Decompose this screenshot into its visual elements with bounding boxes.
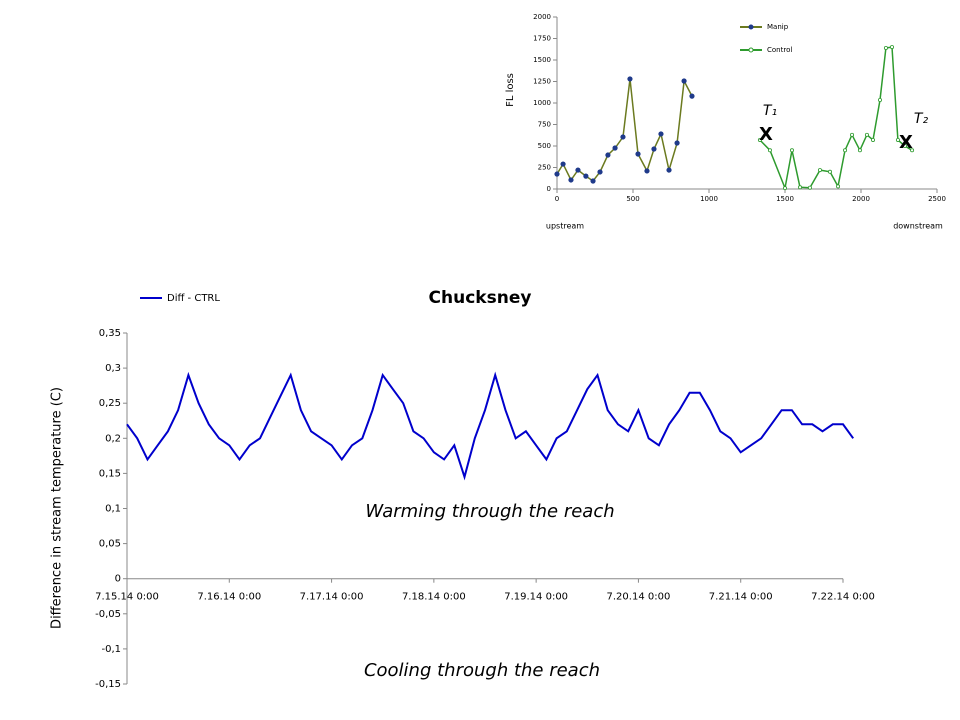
x-tick-label: 7.22.14 0:00 (811, 592, 875, 603)
legend-label: Manip (767, 23, 789, 31)
series-marker (674, 140, 680, 146)
x-tick-label: 7.19.14 0:00 (504, 592, 568, 603)
series-marker (850, 132, 855, 137)
x-tick-label: 7.15.14 0:00 (95, 592, 159, 603)
series-marker (757, 137, 762, 142)
y-tick-label: 0,05 (99, 539, 121, 550)
series-line (556, 78, 693, 183)
series-marker (783, 186, 788, 191)
series-marker (597, 169, 603, 175)
series-marker (910, 148, 915, 153)
y-tick-label: 750 (538, 121, 551, 129)
y-tick-label: 2000 (533, 13, 551, 21)
y-tick-label: 0,2 (105, 433, 121, 444)
annotation: upstream (546, 222, 584, 231)
series-marker (583, 173, 589, 179)
y-tick-label: 0,3 (105, 363, 121, 374)
annotation: X (759, 124, 773, 145)
x-tick-label: 7.20.14 0:00 (607, 592, 671, 603)
x-tick-label: 7.16.14 0:00 (197, 592, 261, 603)
x-tick-label: 7.18.14 0:00 (402, 592, 466, 603)
series-marker (864, 132, 869, 137)
x-tick-label: 7.17.14 0:00 (300, 592, 364, 603)
series-marker (817, 168, 822, 173)
y-tick-label: 0,15 (99, 468, 121, 479)
legend-marker (748, 47, 754, 53)
y-tick-label: 1500 (533, 56, 551, 64)
y-tick-label: -0,1 (101, 644, 121, 655)
series-marker (612, 145, 618, 151)
y-tick-label: 0,1 (105, 504, 121, 515)
x-tick-label: 2500 (928, 195, 946, 203)
series-marker (554, 171, 560, 177)
series-marker (644, 168, 650, 174)
y-tick-label: 1250 (533, 78, 551, 86)
series-marker (620, 134, 626, 140)
series-marker (575, 167, 581, 173)
chart-title: Chucksney (429, 288, 532, 308)
y-tick-label: -0,05 (95, 609, 121, 620)
series-marker (857, 148, 862, 153)
x-tick-label: 7.21.14 0:00 (709, 592, 773, 603)
y-tick-label: -0,15 (95, 679, 121, 690)
y-tick-label: 0,35 (99, 328, 121, 339)
annotation: Cooling through the reach (364, 660, 600, 681)
series-marker (689, 93, 695, 99)
series-marker (651, 146, 657, 152)
series-marker (627, 76, 633, 82)
series-marker (836, 184, 841, 189)
y-axis-label: FL loss (505, 73, 516, 107)
series-marker (666, 167, 672, 173)
x-tick-label: 2000 (852, 195, 870, 203)
series-marker (560, 161, 566, 167)
annotation: downstream (893, 222, 943, 231)
series-marker (681, 78, 687, 84)
y-tick-label: 250 (538, 164, 551, 172)
y-tick-label: 500 (538, 142, 551, 150)
series-marker (902, 143, 907, 148)
series-marker (890, 45, 895, 50)
y-tick-label: 0 (547, 185, 551, 193)
series-marker (883, 45, 888, 50)
y-tick-label: 1000 (533, 99, 551, 107)
series-marker (789, 148, 794, 153)
series-marker (605, 152, 611, 158)
series-marker (590, 178, 596, 184)
annotation: T₂ (914, 111, 929, 127)
annotation: X (899, 132, 913, 153)
series-marker (635, 151, 641, 157)
series-marker (895, 137, 900, 142)
annotation: Warming through the reach (365, 501, 614, 522)
x-tick-label: 0 (555, 195, 559, 203)
legend-label: Diff - CTRL (167, 293, 220, 304)
series-marker (827, 169, 832, 174)
y-tick-label: 0 (115, 574, 121, 585)
y-tick-label: 0,25 (99, 398, 121, 409)
annotation: T₁ (763, 103, 777, 119)
x-tick-label: 1000 (700, 195, 718, 203)
series-marker (767, 148, 772, 153)
series-marker (878, 97, 883, 102)
series-marker (871, 137, 876, 142)
legend-marker (748, 24, 754, 30)
series-line (759, 46, 913, 191)
x-tick-label: 1500 (776, 195, 794, 203)
legend-label: Control (767, 46, 792, 54)
y-tick-label: 1750 (533, 35, 551, 43)
x-tick-label: 500 (626, 195, 639, 203)
series-marker (568, 177, 574, 183)
series-marker (798, 185, 803, 190)
series-marker (658, 131, 664, 137)
y-axis-label: Difference in stream temperature (C) (50, 387, 65, 629)
series-marker (807, 185, 812, 190)
series-marker (843, 148, 848, 153)
series-line (126, 371, 855, 481)
